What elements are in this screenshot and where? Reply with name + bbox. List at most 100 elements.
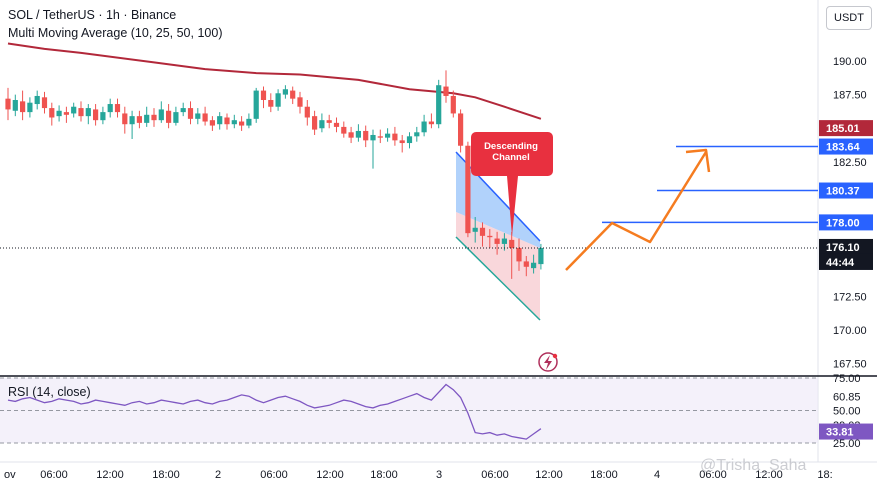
rsi-legend[interactable]: RSI (14, close) bbox=[8, 385, 91, 399]
candle[interactable] bbox=[472, 217, 478, 243]
candle-body bbox=[406, 136, 413, 144]
candle[interactable] bbox=[136, 110, 142, 129]
candle[interactable] bbox=[479, 222, 486, 247]
candle[interactable] bbox=[71, 102, 77, 118]
candle[interactable] bbox=[275, 89, 281, 111]
candle[interactable] bbox=[290, 86, 296, 105]
price-label-text: 44:44 bbox=[826, 257, 855, 269]
candle[interactable] bbox=[399, 134, 405, 153]
candle[interactable] bbox=[355, 124, 361, 142]
candle[interactable] bbox=[494, 231, 500, 255]
candle[interactable] bbox=[231, 114, 237, 129]
price-axis-panel[interactable] bbox=[818, 0, 877, 462]
candle-body bbox=[494, 238, 500, 244]
candle[interactable] bbox=[224, 113, 230, 130]
candle[interactable] bbox=[239, 116, 245, 131]
candle[interactable] bbox=[333, 117, 340, 133]
rsi-line[interactable] bbox=[7, 383, 542, 440]
candle[interactable] bbox=[27, 97, 33, 118]
candle-body bbox=[166, 110, 172, 123]
candle[interactable] bbox=[195, 108, 201, 125]
candle[interactable] bbox=[428, 113, 434, 129]
candle[interactable] bbox=[41, 91, 48, 114]
price-label-box bbox=[819, 182, 873, 199]
candle[interactable] bbox=[443, 70, 449, 103]
candle[interactable] bbox=[509, 231, 515, 279]
candle[interactable] bbox=[56, 105, 62, 122]
candle[interactable] bbox=[129, 110, 135, 140]
candle[interactable] bbox=[268, 93, 274, 113]
time-tick-label: 4 bbox=[654, 469, 660, 481]
candle[interactable] bbox=[144, 106, 150, 127]
candle[interactable] bbox=[436, 79, 442, 129]
candle-body bbox=[428, 121, 434, 125]
candle[interactable] bbox=[370, 129, 376, 169]
candle[interactable] bbox=[385, 128, 391, 142]
candle[interactable] bbox=[260, 86, 267, 109]
candle[interactable] bbox=[107, 98, 113, 118]
candle[interactable] bbox=[49, 102, 55, 126]
candle[interactable] bbox=[392, 126, 398, 146]
candle[interactable] bbox=[246, 113, 252, 129]
candle[interactable] bbox=[523, 256, 529, 277]
projection-path[interactable] bbox=[565, 151, 708, 271]
candle[interactable] bbox=[166, 104, 172, 129]
currency-button[interactable]: USDT bbox=[826, 6, 872, 30]
candle[interactable] bbox=[319, 113, 325, 133]
candle[interactable] bbox=[187, 101, 194, 125]
price-label-text: 180.37 bbox=[826, 186, 860, 198]
candle[interactable] bbox=[414, 126, 420, 142]
candle[interactable] bbox=[63, 106, 69, 123]
candle[interactable] bbox=[34, 90, 40, 110]
candle[interactable] bbox=[253, 87, 259, 123]
candle[interactable] bbox=[151, 108, 157, 127]
candle[interactable] bbox=[297, 91, 303, 114]
candle[interactable] bbox=[5, 87, 11, 121]
candle[interactable] bbox=[12, 94, 18, 117]
candle[interactable] bbox=[363, 125, 369, 148]
candle[interactable] bbox=[312, 110, 318, 135]
rsi-tick-label: 25.00 bbox=[833, 438, 861, 450]
callout-bubble[interactable] bbox=[471, 132, 553, 236]
candle[interactable] bbox=[487, 229, 493, 248]
candle[interactable] bbox=[20, 90, 26, 121]
candle[interactable] bbox=[516, 238, 522, 271]
candle[interactable] bbox=[421, 114, 427, 137]
candle[interactable] bbox=[377, 129, 383, 144]
rsi-current-box bbox=[819, 423, 873, 440]
candle[interactable] bbox=[341, 121, 347, 138]
candle[interactable] bbox=[458, 109, 464, 153]
candle[interactable] bbox=[158, 101, 164, 123]
candle[interactable] bbox=[406, 132, 413, 149]
moving-average-line[interactable] bbox=[7, 42, 542, 120]
candle-body bbox=[385, 133, 391, 138]
candle[interactable] bbox=[217, 112, 223, 130]
candle[interactable] bbox=[173, 106, 179, 126]
price-tick-label: 167.50 bbox=[833, 359, 867, 371]
candle[interactable] bbox=[114, 98, 121, 118]
channel-lower-line[interactable] bbox=[455, 236, 541, 321]
candle[interactable] bbox=[85, 104, 91, 125]
candle-body bbox=[443, 86, 449, 96]
candle[interactable] bbox=[348, 126, 354, 144]
candle[interactable] bbox=[304, 100, 310, 126]
symbol-title[interactable]: SOL / TetherUS · 1h · Binance bbox=[8, 8, 177, 22]
candle[interactable] bbox=[531, 254, 537, 274]
candle[interactable] bbox=[180, 102, 186, 117]
indicator-legend[interactable]: Multi Moving Average (10, 25, 50, 100) bbox=[8, 26, 223, 40]
candle-body bbox=[348, 132, 354, 138]
candle[interactable] bbox=[202, 106, 208, 126]
candle[interactable] bbox=[100, 106, 106, 125]
candle[interactable] bbox=[78, 101, 84, 122]
candle[interactable] bbox=[326, 114, 332, 129]
candle[interactable] bbox=[93, 104, 99, 126]
candle[interactable] bbox=[282, 85, 288, 99]
candle[interactable] bbox=[450, 90, 456, 118]
candle-body bbox=[173, 112, 179, 123]
candle-body bbox=[509, 239, 515, 248]
candle[interactable] bbox=[209, 116, 215, 131]
candle[interactable] bbox=[122, 106, 128, 134]
candle[interactable] bbox=[465, 141, 471, 238]
